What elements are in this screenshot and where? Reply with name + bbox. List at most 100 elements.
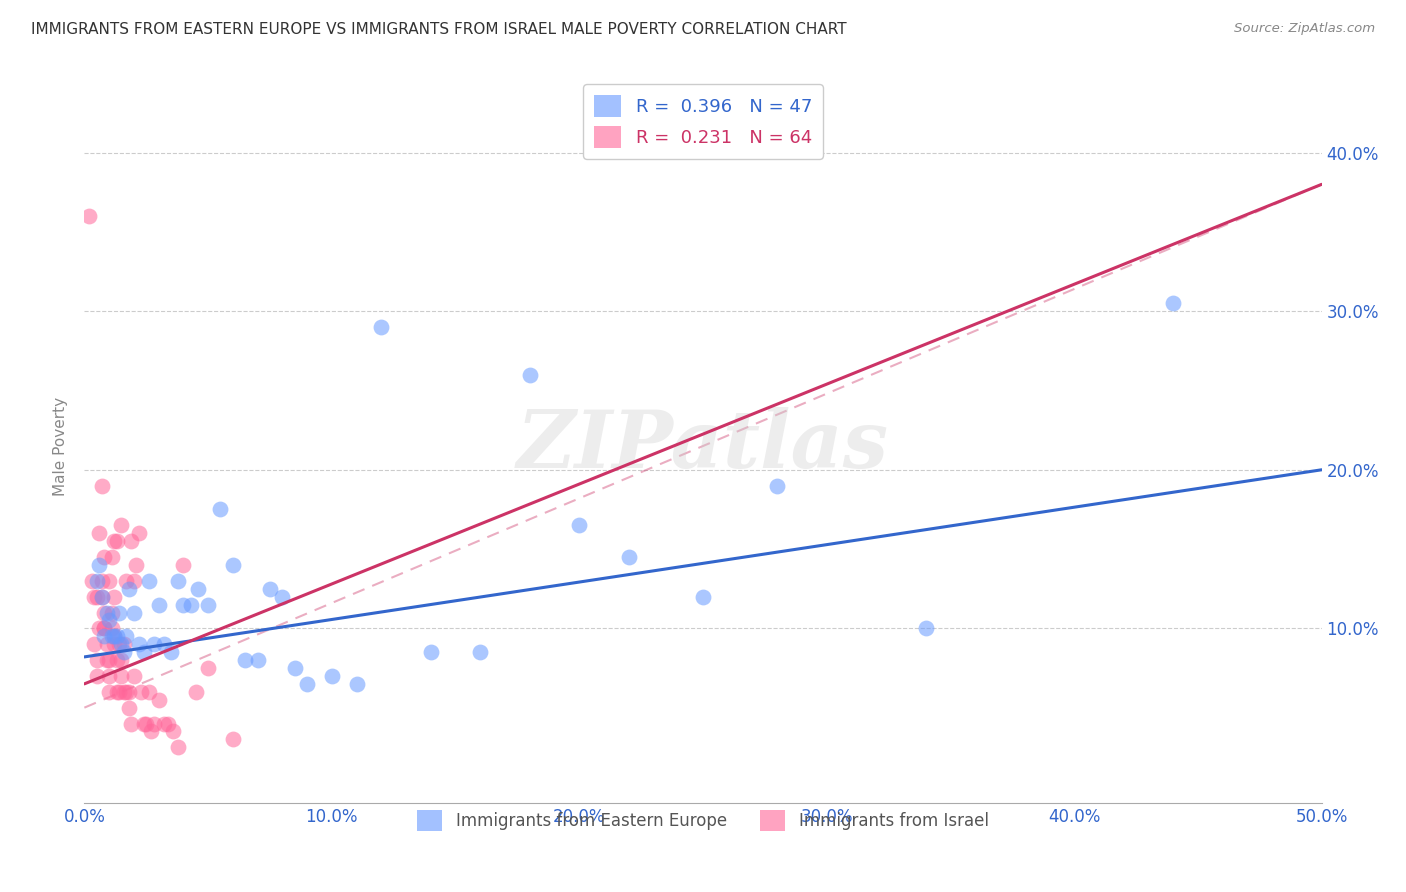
Point bbox=[419, 645, 441, 659]
Point bbox=[370, 320, 392, 334]
Point bbox=[1161, 296, 1184, 310]
Point bbox=[103, 629, 125, 643]
Point bbox=[470, 645, 492, 659]
Point bbox=[98, 685, 121, 699]
Point bbox=[122, 606, 145, 620]
Point bbox=[180, 598, 202, 612]
Point bbox=[271, 590, 294, 604]
Point bbox=[197, 598, 219, 612]
Point bbox=[222, 732, 245, 747]
Point bbox=[209, 502, 232, 516]
Point bbox=[766, 478, 789, 492]
Point bbox=[83, 590, 105, 604]
Point bbox=[172, 558, 194, 572]
Point bbox=[138, 685, 160, 699]
Point bbox=[184, 685, 207, 699]
Point bbox=[128, 637, 150, 651]
Point bbox=[93, 621, 115, 635]
Text: IMMIGRANTS FROM EASTERN EUROPE VS IMMIGRANTS FROM ISRAEL MALE POVERTY CORRELATIO: IMMIGRANTS FROM EASTERN EUROPE VS IMMIGR… bbox=[31, 22, 846, 37]
Point bbox=[100, 606, 122, 620]
Point bbox=[128, 526, 150, 541]
Point bbox=[118, 582, 141, 596]
Point bbox=[110, 637, 132, 651]
Point bbox=[152, 716, 174, 731]
Point bbox=[519, 368, 541, 382]
Point bbox=[321, 669, 343, 683]
Point bbox=[187, 582, 209, 596]
Point bbox=[108, 637, 131, 651]
Point bbox=[914, 621, 936, 635]
Point bbox=[112, 685, 135, 699]
Point bbox=[222, 558, 245, 572]
Point bbox=[105, 653, 128, 667]
Point bbox=[141, 724, 163, 739]
Point bbox=[90, 574, 112, 588]
Point bbox=[79, 209, 101, 223]
Point bbox=[346, 677, 368, 691]
Point bbox=[110, 653, 132, 667]
Point bbox=[142, 637, 165, 651]
Point bbox=[110, 669, 132, 683]
Point bbox=[96, 653, 118, 667]
Y-axis label: Male Poverty: Male Poverty bbox=[53, 396, 69, 496]
Point bbox=[89, 621, 111, 635]
Point bbox=[129, 685, 152, 699]
Point bbox=[142, 716, 165, 731]
Point bbox=[138, 574, 160, 588]
Point bbox=[112, 637, 135, 651]
Point bbox=[89, 526, 111, 541]
Point bbox=[259, 582, 281, 596]
Point bbox=[93, 621, 115, 635]
Point bbox=[115, 629, 138, 643]
Text: ZIPatlas: ZIPatlas bbox=[517, 408, 889, 484]
Point bbox=[152, 637, 174, 651]
Point bbox=[86, 653, 108, 667]
Point bbox=[148, 692, 170, 706]
Point bbox=[98, 614, 121, 628]
Point bbox=[108, 606, 131, 620]
Point bbox=[148, 598, 170, 612]
Point bbox=[617, 549, 640, 564]
Legend: Immigrants from Eastern Europe, Immigrants from Israel: Immigrants from Eastern Europe, Immigran… bbox=[411, 804, 995, 838]
Point bbox=[103, 629, 125, 643]
Point bbox=[112, 645, 135, 659]
Point bbox=[135, 716, 157, 731]
Point bbox=[80, 574, 103, 588]
Point bbox=[120, 716, 142, 731]
Point bbox=[122, 574, 145, 588]
Point bbox=[167, 574, 190, 588]
Point bbox=[118, 700, 141, 714]
Point bbox=[100, 621, 122, 635]
Point bbox=[86, 574, 108, 588]
Point bbox=[110, 518, 132, 533]
Point bbox=[108, 685, 131, 699]
Point bbox=[172, 598, 194, 612]
Point bbox=[105, 534, 128, 549]
Point bbox=[295, 677, 318, 691]
Point bbox=[132, 645, 155, 659]
Point bbox=[100, 629, 122, 643]
Point bbox=[96, 637, 118, 651]
Point bbox=[90, 590, 112, 604]
Point bbox=[233, 653, 256, 667]
Point bbox=[98, 574, 121, 588]
Point bbox=[89, 558, 111, 572]
Point bbox=[90, 478, 112, 492]
Point bbox=[118, 685, 141, 699]
Point bbox=[93, 629, 115, 643]
Point bbox=[100, 549, 122, 564]
Point bbox=[103, 637, 125, 651]
Point bbox=[246, 653, 269, 667]
Point bbox=[692, 590, 714, 604]
Point bbox=[162, 724, 184, 739]
Point bbox=[167, 740, 190, 755]
Point bbox=[284, 661, 307, 675]
Point bbox=[160, 645, 183, 659]
Point bbox=[90, 590, 112, 604]
Point bbox=[93, 549, 115, 564]
Point bbox=[98, 653, 121, 667]
Point bbox=[122, 669, 145, 683]
Point bbox=[115, 574, 138, 588]
Point bbox=[93, 606, 115, 620]
Point bbox=[105, 629, 128, 643]
